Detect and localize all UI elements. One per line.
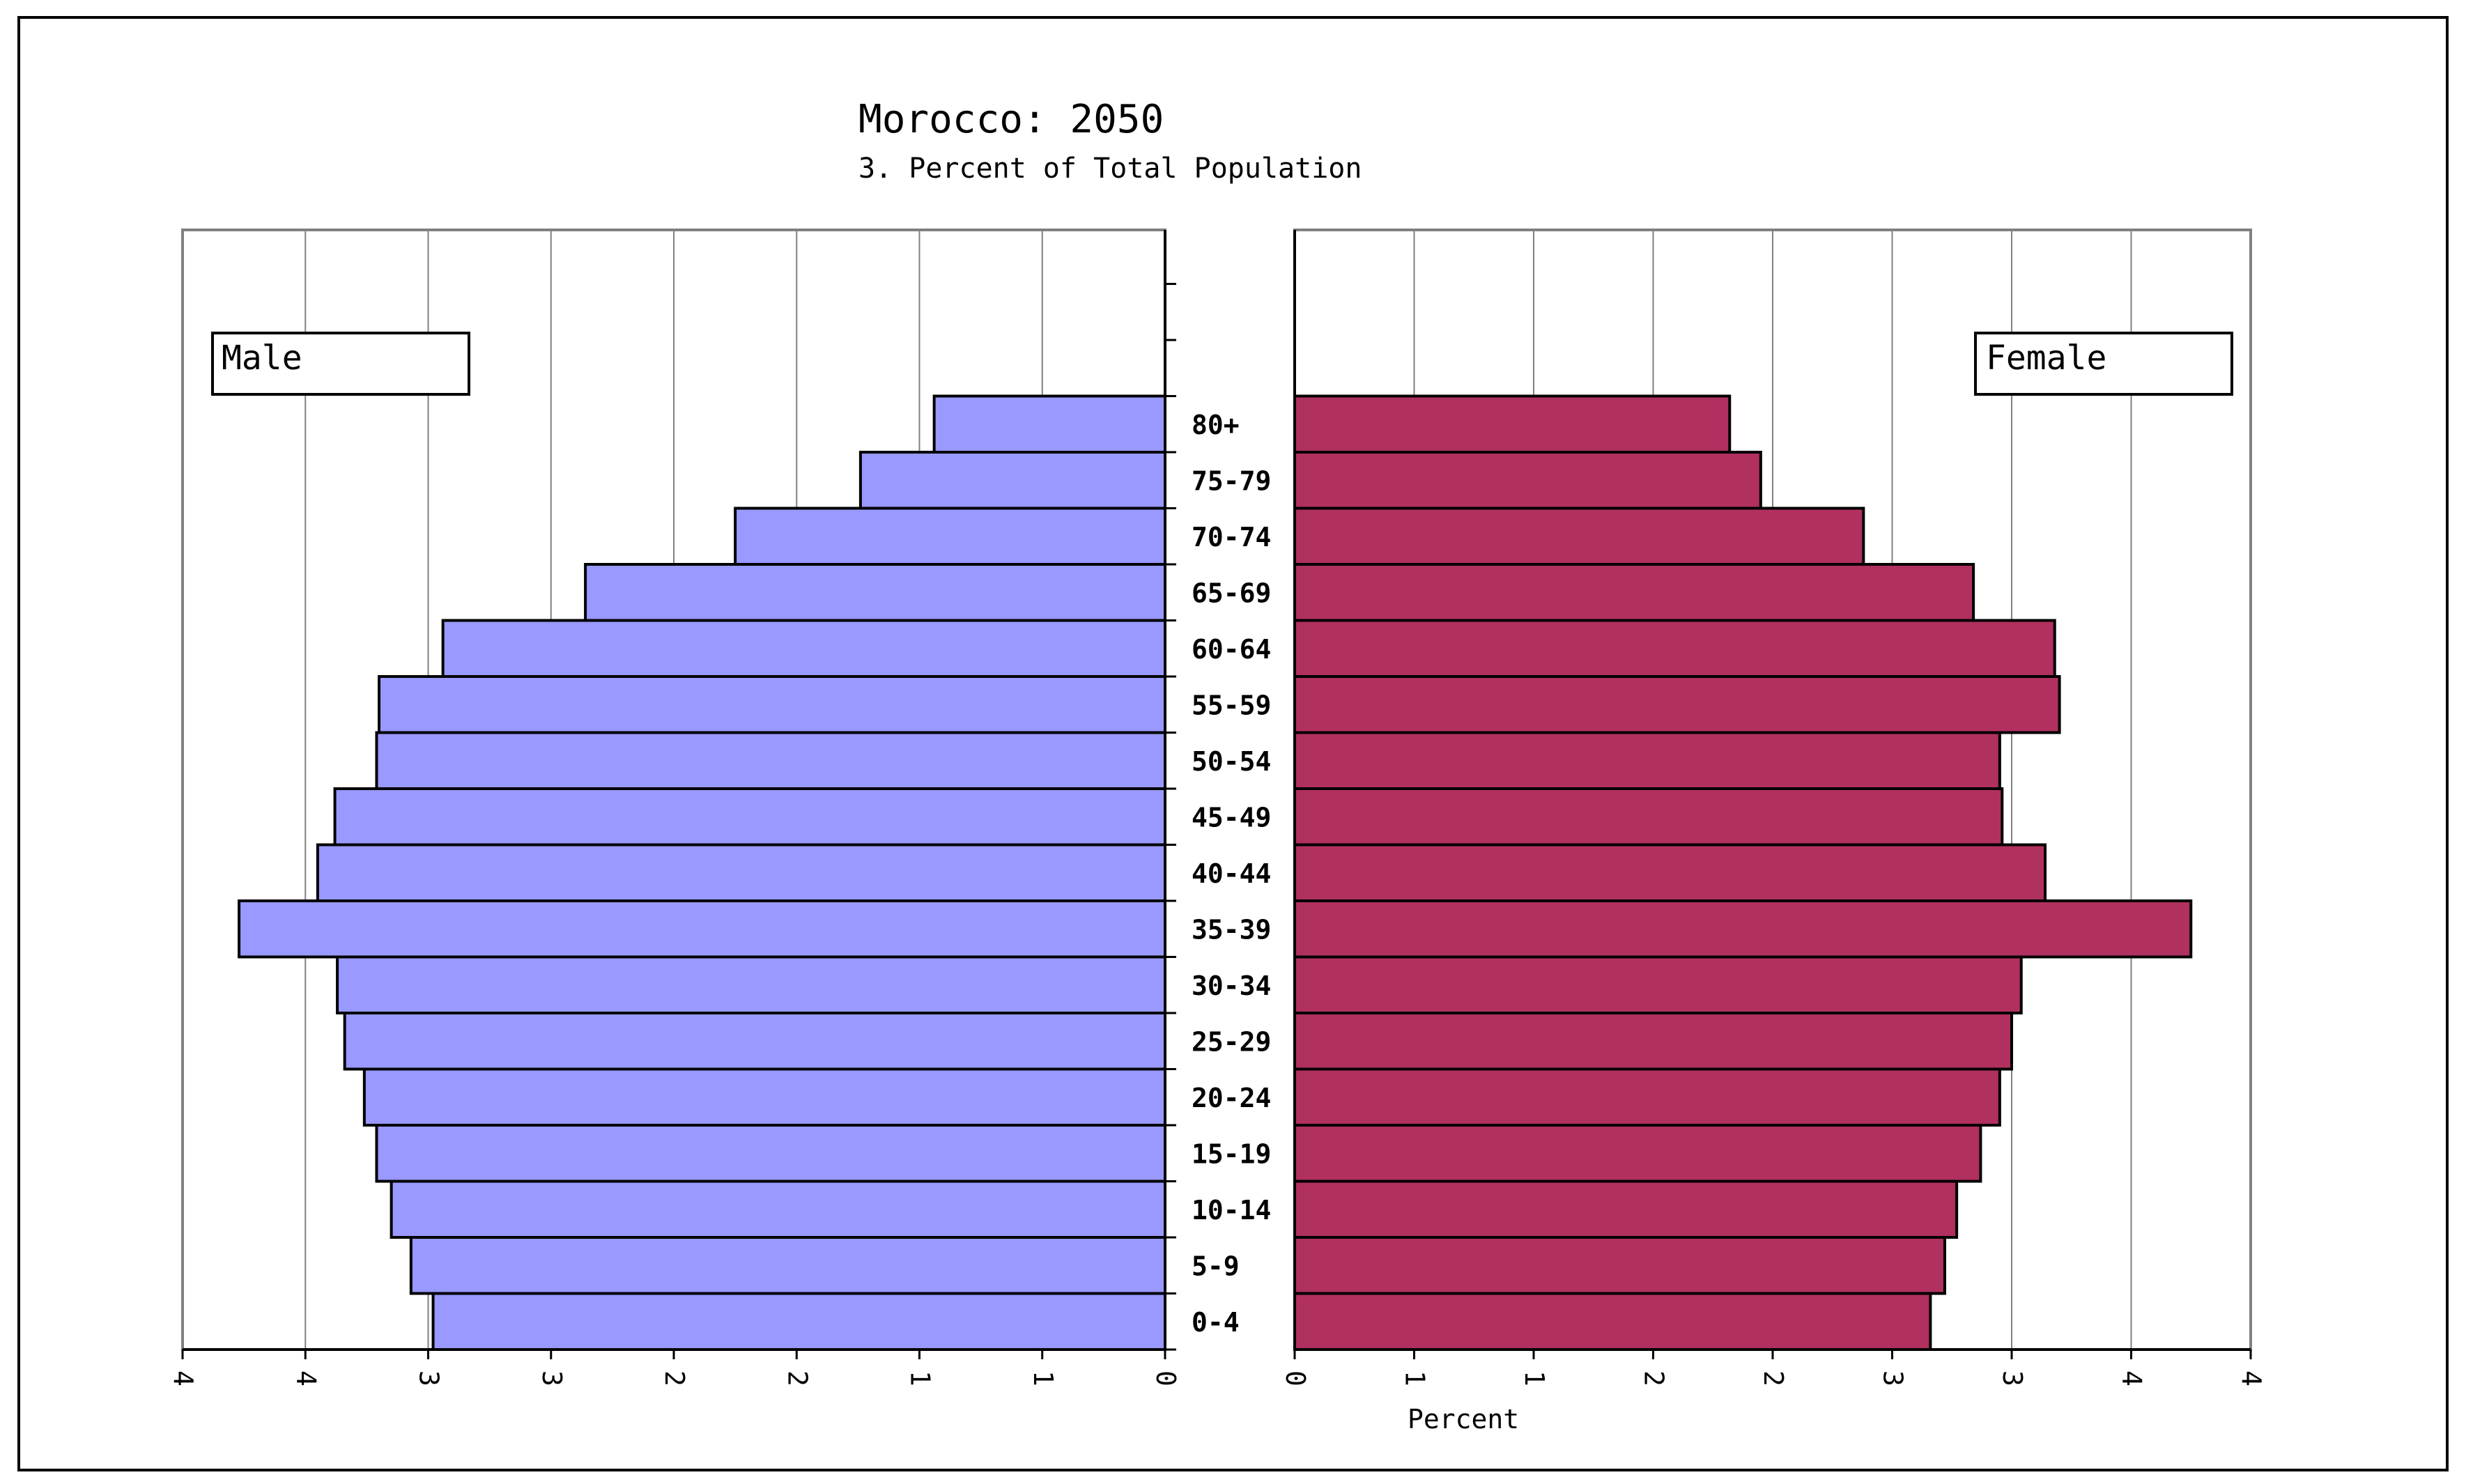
female-tick-label: 4 bbox=[2117, 1370, 2148, 1386]
male-bars bbox=[238, 394, 1167, 1351]
male-bar-40-44 bbox=[316, 843, 1166, 902]
male-bar-50-54 bbox=[375, 731, 1166, 790]
female-tick-label: 1 bbox=[1519, 1370, 1550, 1386]
legend-female: Female bbox=[1974, 332, 2233, 396]
male-tick-label: 2 bbox=[659, 1370, 690, 1386]
female-tick-label: 1 bbox=[1400, 1370, 1431, 1386]
male-tick-label: 0 bbox=[1150, 1370, 1181, 1386]
male-tick-label: 1 bbox=[905, 1370, 936, 1386]
female-bar-25-29 bbox=[1293, 1012, 2013, 1071]
age-label: 45-49 bbox=[1192, 802, 1271, 833]
female-tick-label: 3 bbox=[1878, 1370, 1909, 1386]
female-bar-50-54 bbox=[1293, 731, 2001, 790]
female-bar-70-74 bbox=[1293, 507, 1865, 566]
male-tick-label: 3 bbox=[537, 1370, 567, 1386]
male-bar-20-24 bbox=[362, 1067, 1166, 1127]
male-bar-35-39 bbox=[238, 899, 1167, 959]
male-bar-55-59 bbox=[378, 675, 1166, 734]
male-bar-5-9 bbox=[409, 1236, 1167, 1295]
age-label: 65-69 bbox=[1192, 578, 1271, 608]
age-label: 75-79 bbox=[1192, 465, 1271, 496]
female-bar-30-34 bbox=[1293, 955, 2023, 1014]
age-label: 15-19 bbox=[1192, 1138, 1271, 1169]
female-tick-label: 0 bbox=[1280, 1370, 1311, 1386]
female-bar-80+ bbox=[1293, 394, 1732, 454]
chart-subtitle: 3. Percent of Total Population bbox=[858, 153, 1362, 185]
female-tick-labels: 0 1 1 2 2 3 3 4 4 bbox=[1280, 1370, 2267, 1386]
age-label: 30-34 bbox=[1192, 971, 1271, 1001]
female-bar-65-69 bbox=[1293, 563, 1975, 622]
female-tick-label: 2 bbox=[1639, 1370, 1670, 1386]
age-label: 10-14 bbox=[1192, 1195, 1271, 1226]
age-label: 80+ bbox=[1192, 410, 1240, 440]
legend-male: Male bbox=[211, 332, 470, 396]
female-bar-20-24 bbox=[1293, 1067, 2001, 1127]
male-tick-label: 4 bbox=[291, 1370, 321, 1386]
male-bar-30-34 bbox=[336, 955, 1167, 1014]
male-tick-label: 3 bbox=[414, 1370, 445, 1386]
female-bar-15-19 bbox=[1293, 1124, 1982, 1183]
age-label: 0-4 bbox=[1192, 1307, 1240, 1338]
age-label: 60-64 bbox=[1192, 634, 1271, 665]
female-bar-5-9 bbox=[1293, 1236, 1946, 1295]
age-label: 50-54 bbox=[1192, 746, 1271, 777]
male-tick-label: 4 bbox=[168, 1370, 199, 1386]
age-label: 40-44 bbox=[1192, 858, 1271, 889]
female-bar-75-79 bbox=[1293, 451, 1762, 510]
age-label: 20-24 bbox=[1192, 1083, 1271, 1113]
age-label: 25-29 bbox=[1192, 1026, 1271, 1057]
female-tick-label: 3 bbox=[1997, 1370, 2028, 1386]
male-bar-25-29 bbox=[343, 1012, 1166, 1071]
female-bar-55-59 bbox=[1293, 675, 2061, 734]
legend-female-label: Female bbox=[1986, 339, 2106, 378]
chart-title: Morocco: 2050 bbox=[858, 97, 1164, 142]
age-label: 70-74 bbox=[1192, 522, 1271, 552]
male-bar-75-79 bbox=[858, 451, 1167, 510]
male-bar-10-14 bbox=[390, 1180, 1166, 1239]
age-label: 5-9 bbox=[1192, 1251, 1240, 1281]
male-bar-60-64 bbox=[441, 619, 1166, 678]
male-tick-label: 2 bbox=[782, 1370, 812, 1386]
male-bar-80+ bbox=[932, 394, 1167, 454]
female-bar-10-14 bbox=[1293, 1180, 1959, 1239]
male-bar-70-74 bbox=[734, 507, 1166, 566]
age-label: 55-59 bbox=[1192, 690, 1271, 720]
female-bar-40-44 bbox=[1293, 843, 2047, 902]
x-axis-title: Percent bbox=[1408, 1404, 1519, 1435]
female-bars bbox=[1293, 394, 2193, 1351]
female-tick-label: 2 bbox=[1758, 1370, 1789, 1386]
axes bbox=[181, 230, 2252, 1359]
male-bar-15-19 bbox=[375, 1124, 1166, 1183]
female-bar-60-64 bbox=[1293, 619, 2056, 678]
female-bar-35-39 bbox=[1293, 899, 2193, 959]
age-label: 35-39 bbox=[1192, 914, 1271, 945]
legend-male-label: Male bbox=[222, 339, 302, 378]
male-tick-label: 1 bbox=[1028, 1370, 1058, 1386]
age-group-labels: 0-4 5-9 10-14 15-19 20-24 25-29 30-34 35-39 40-4… bbox=[1192, 410, 1271, 1338]
female-bar-45-49 bbox=[1293, 787, 2004, 847]
male-tick-labels: 4 4 3 3 2 2 1 1 0 bbox=[168, 1370, 1181, 1386]
female-tick-label: 4 bbox=[2236, 1370, 2267, 1386]
female-bar-0-4 bbox=[1293, 1292, 1932, 1351]
male-bar-45-49 bbox=[333, 787, 1166, 847]
male-bar-0-4 bbox=[431, 1292, 1166, 1351]
male-bar-65-69 bbox=[584, 563, 1166, 622]
